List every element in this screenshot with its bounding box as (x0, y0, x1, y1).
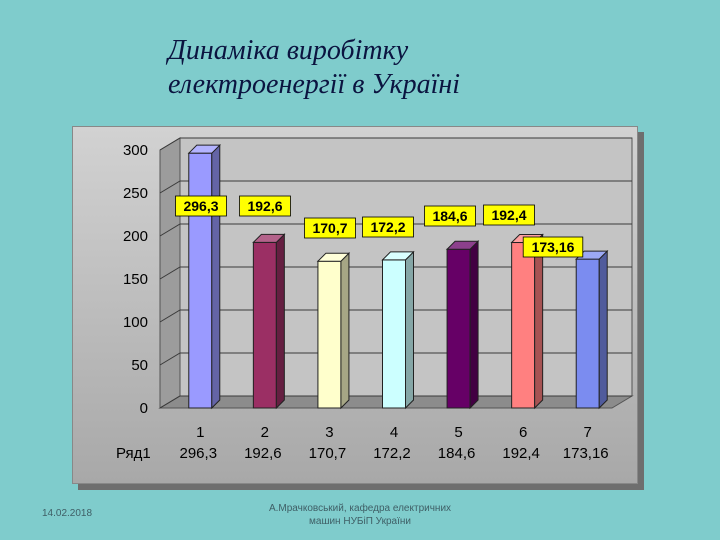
bar-top (381, 251, 415, 261)
bar (317, 260, 342, 409)
gridline (159, 352, 632, 366)
gridline (159, 180, 632, 194)
bar-top (316, 252, 351, 262)
bar-top (187, 144, 221, 154)
table-value: 184,6 (438, 445, 476, 462)
table-value: 173,16 (563, 445, 609, 462)
bar (382, 259, 406, 409)
data-label-box (175, 195, 227, 217)
bar-side (340, 251, 350, 410)
data-label: 184,6 (432, 208, 467, 224)
bar-top (252, 233, 286, 243)
x-tick-label: 2 (261, 424, 269, 441)
bar-side (405, 250, 414, 410)
bar-side (469, 240, 479, 410)
table-value: 172,2 (373, 445, 411, 462)
bar-side (275, 233, 285, 410)
bar-side (211, 143, 221, 410)
data-label: 192,6 (247, 198, 282, 214)
title-line-2: електроенергії в Україні (168, 69, 461, 100)
bar (446, 248, 471, 409)
y-tick-label: 100 (123, 314, 148, 331)
y-tick-label: 250 (123, 185, 148, 202)
gridline (159, 309, 632, 323)
footer-credit-line-2: машин НУБіП України (309, 516, 411, 527)
data-label-box (483, 204, 535, 226)
data-label-box (522, 236, 584, 258)
bar (575, 258, 600, 409)
footer-credit: А.Мрачковський, кафедра електричних маши… (240, 502, 480, 528)
title-line-1: Динаміка виробітку (168, 35, 409, 66)
series-label: Ряд1 (116, 445, 151, 462)
footer-credit-line-1: А.Мрачковський, кафедра електричних (268, 503, 452, 514)
x-tick-label: 3 (325, 424, 333, 441)
table-value: 170,7 (309, 445, 347, 462)
slide-title: Динаміка виробітку електроенергії в Укра… (168, 34, 588, 102)
gridline (159, 137, 632, 151)
y-tick-label: 200 (123, 228, 148, 245)
table-value: 192,6 (244, 445, 282, 462)
y-tick-label: 50 (131, 357, 148, 374)
bar (188, 152, 213, 409)
bar-side (598, 249, 608, 410)
bar-top (445, 240, 480, 250)
y-tick-label: 0 (140, 400, 148, 417)
y-tick-label: 300 (123, 142, 148, 159)
data-label-box (362, 216, 414, 238)
gridline (159, 266, 632, 280)
bar-side (534, 233, 544, 410)
chart-panel: 0 50 100 150 200 250 300 296,3 192,6 170,7 172,2 18… (72, 126, 638, 484)
bar (252, 241, 277, 409)
data-label: 192,4 (491, 207, 526, 223)
data-label-box (424, 205, 476, 227)
footer-date: 14.02.2018 (42, 508, 93, 519)
table-value: 192,4 (502, 445, 540, 462)
data-label-box (239, 195, 291, 217)
x-tick-label: 7 (584, 424, 592, 441)
y-tick-label: 150 (123, 271, 148, 288)
x-tick-label: 5 (454, 424, 462, 441)
data-label: 173,16 (532, 239, 575, 255)
x-tick-label: 1 (196, 424, 204, 441)
data-label: 170,7 (312, 220, 347, 236)
bar (511, 242, 536, 409)
data-label-box (304, 217, 356, 239)
bar-chart: 0 50 100 150 200 250 300 296,3 192,6 170,7 172,2 18… (116, 137, 634, 462)
data-label: 296,3 (183, 198, 218, 214)
x-tick-label: 4 (390, 424, 398, 441)
data-label: 172,2 (370, 219, 405, 235)
gridline (159, 395, 632, 409)
gridline (159, 223, 632, 237)
x-tick-label: 6 (519, 424, 527, 441)
table-value: 296,3 (180, 445, 218, 462)
